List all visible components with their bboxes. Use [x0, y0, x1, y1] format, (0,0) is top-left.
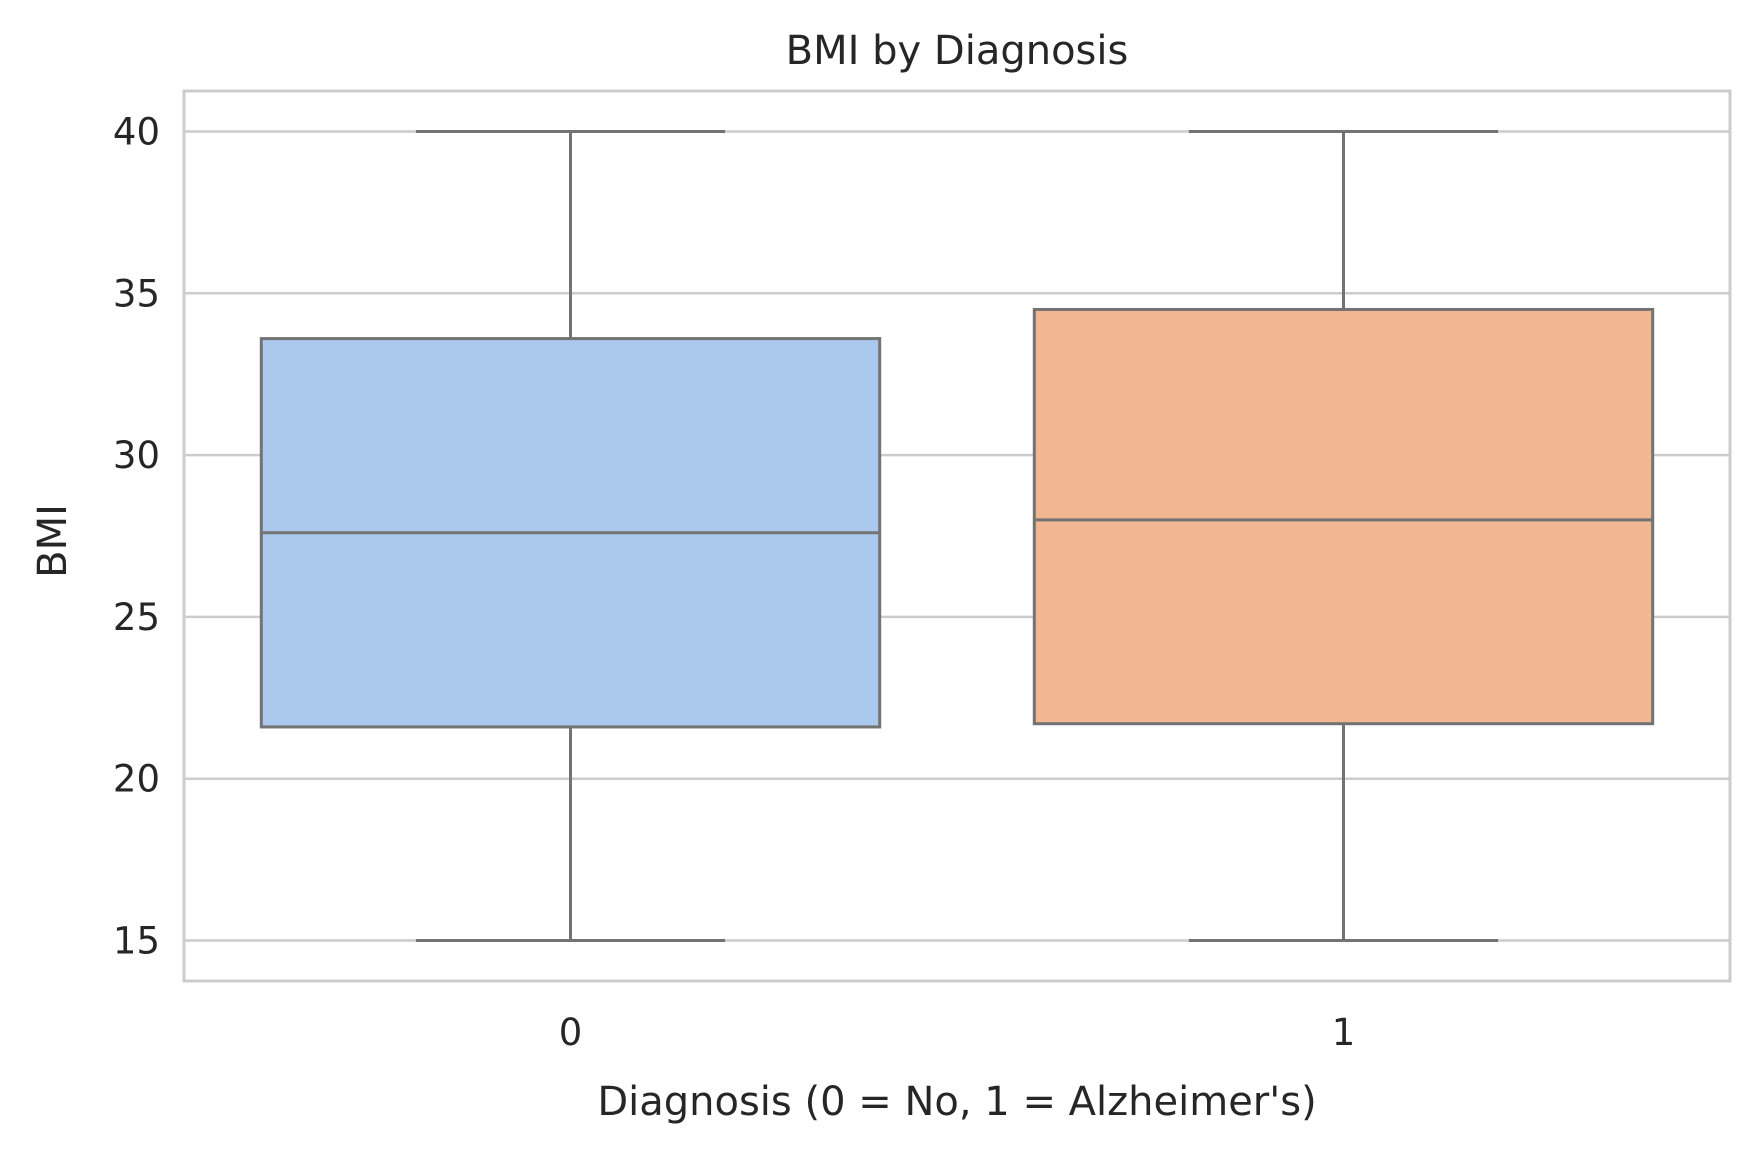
y-tick-label: 20 [113, 758, 160, 801]
box-group-0 [259, 129, 882, 943]
y-axis-label: BMI [30, 504, 76, 578]
iqr-box [1032, 307, 1655, 726]
box-group-1 [1032, 129, 1655, 943]
tick-labels: 15 20 25 30 35 40 0 1 [113, 110, 1355, 1054]
x-tick-label: 0 [559, 1011, 583, 1054]
y-tick-label: 40 [113, 110, 160, 153]
x-tick-label: 1 [1332, 1011, 1356, 1054]
y-tick-label: 30 [113, 434, 160, 477]
x-axis-label: Diagnosis (0 = No, 1 = Alzheimer's) [597, 1079, 1316, 1125]
y-tick-label: 35 [113, 272, 160, 315]
chart-title: BMI by Diagnosis [786, 28, 1129, 74]
y-tick-label: 25 [113, 596, 160, 639]
plot-frame [182, 89, 1732, 983]
box-series [259, 129, 1655, 943]
y-tick-label: 15 [113, 920, 160, 963]
